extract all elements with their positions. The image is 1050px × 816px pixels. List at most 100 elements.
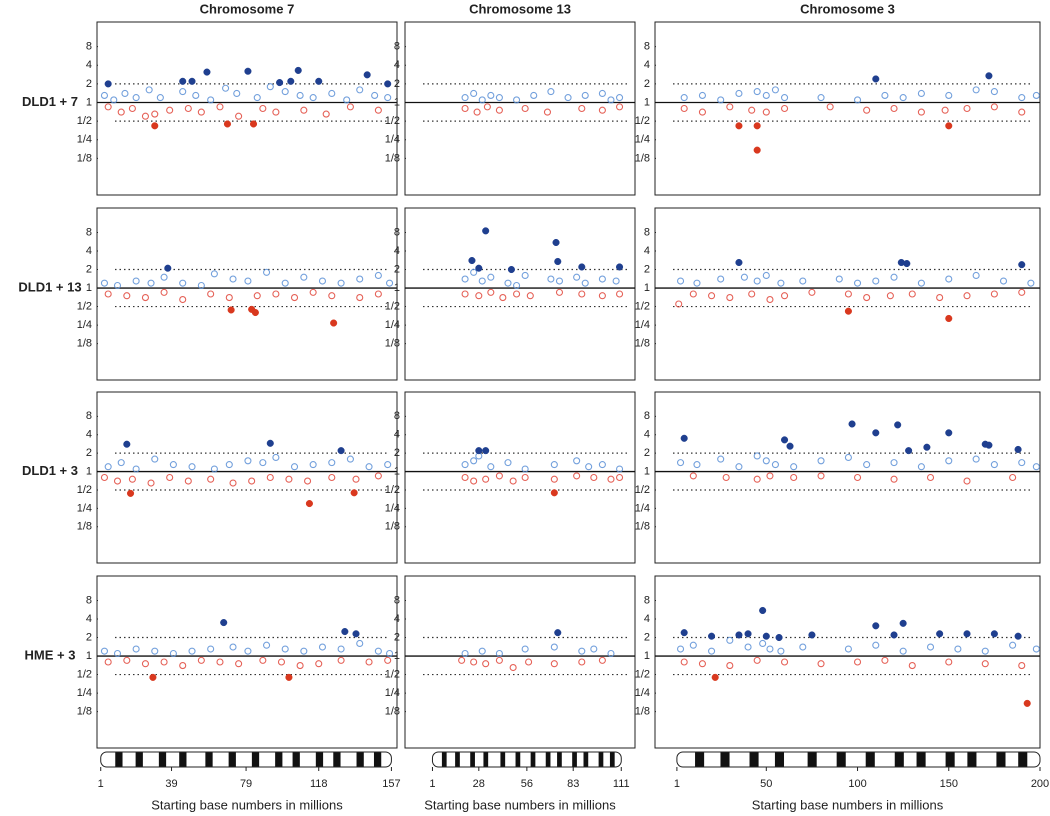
filled-point: [963, 630, 971, 638]
y-tick-label: 1/4: [77, 319, 92, 331]
open-point: [179, 88, 187, 96]
open-point: [530, 91, 538, 100]
filled-point: [753, 122, 761, 130]
y-tick-label: 1/8: [77, 706, 92, 718]
open-point: [680, 104, 688, 113]
open-point: [296, 662, 304, 670]
open-point: [296, 91, 304, 100]
open-point: [263, 268, 271, 276]
open-point: [886, 292, 894, 300]
open-point: [259, 656, 267, 664]
open-point: [285, 475, 293, 483]
open-point: [990, 88, 998, 96]
open-point: [156, 94, 164, 102]
chromosome-band: [598, 752, 604, 767]
open-point: [328, 89, 336, 98]
open-point: [229, 643, 237, 651]
filled-point: [844, 307, 852, 315]
y-tick-label: 1: [644, 282, 650, 294]
filled-point: [287, 77, 295, 85]
chromosome-band: [545, 752, 551, 767]
filled-point: [315, 77, 323, 85]
open-point: [753, 656, 761, 664]
open-point: [461, 290, 469, 298]
open-point: [482, 475, 490, 483]
chromosome-band: [530, 752, 536, 767]
y-tick-label: 1: [86, 282, 92, 294]
open-point: [272, 108, 280, 116]
open-point: [990, 461, 998, 469]
open-point: [461, 461, 469, 469]
y-tick-label: 1: [644, 650, 650, 662]
open-point: [309, 461, 317, 469]
open-point: [890, 273, 898, 281]
open-point: [151, 647, 159, 655]
y-tick-label: 1: [394, 650, 400, 662]
open-point: [708, 647, 716, 655]
open-point: [343, 96, 351, 104]
open-point: [917, 89, 925, 98]
open-point: [581, 279, 589, 287]
chromosome-band: [373, 752, 382, 767]
open-point: [578, 647, 586, 655]
open-point: [717, 455, 725, 463]
open-point: [872, 277, 880, 285]
open-point: [726, 636, 734, 644]
x-tick-label: 83: [567, 778, 579, 790]
open-point: [113, 649, 122, 658]
open-point: [689, 472, 697, 480]
y-tick-label: 8: [86, 594, 92, 606]
open-point: [972, 271, 980, 280]
open-point: [192, 91, 200, 100]
open-point: [616, 465, 624, 473]
open-point: [384, 94, 392, 102]
filled-point: [990, 630, 998, 638]
open-point: [244, 277, 252, 285]
open-point: [365, 463, 373, 471]
open-point: [300, 647, 308, 655]
open-point: [248, 477, 256, 485]
open-point: [726, 662, 734, 670]
open-point: [799, 643, 807, 651]
open-point: [371, 91, 379, 100]
y-tick-label: 8: [644, 41, 650, 53]
y-tick-label: 1/8: [635, 338, 650, 350]
open-point: [698, 108, 706, 116]
row-label: HME + 3: [25, 647, 76, 662]
plot-frame: [96, 575, 398, 749]
chromosome-band: [441, 752, 447, 767]
open-point: [328, 473, 336, 482]
open-point: [550, 643, 558, 651]
open-point: [100, 473, 109, 482]
y-tick-label: 1/4: [77, 502, 92, 514]
y-tick-label: 1/2: [77, 300, 92, 312]
open-point: [487, 463, 495, 471]
filled-point: [680, 629, 688, 637]
open-point: [616, 473, 624, 482]
open-point: [132, 94, 140, 102]
open-point: [676, 277, 685, 285]
filled-point: [223, 120, 231, 128]
open-point: [550, 461, 558, 469]
open-point: [689, 641, 697, 649]
y-tick-label: 8: [394, 594, 400, 606]
chromosome-band: [996, 752, 1006, 767]
y-tick-label: 1/8: [77, 152, 92, 164]
open-point: [337, 656, 345, 664]
open-point: [184, 477, 192, 485]
open-point: [616, 94, 624, 102]
open-point: [290, 463, 299, 471]
y-tick-label: 8: [394, 41, 400, 53]
open-point: [872, 641, 880, 649]
open-point: [680, 658, 688, 666]
open-point: [598, 461, 606, 469]
y-tick-label: 4: [644, 613, 650, 625]
open-point: [585, 463, 593, 471]
y-tick-label: 4: [644, 429, 650, 441]
open-point: [229, 275, 237, 283]
y-tick-label: 1/8: [635, 152, 650, 164]
x-tick-label: 100: [848, 778, 866, 790]
open-point: [573, 472, 581, 480]
chromosome-band: [275, 752, 283, 767]
open-point: [917, 463, 925, 471]
